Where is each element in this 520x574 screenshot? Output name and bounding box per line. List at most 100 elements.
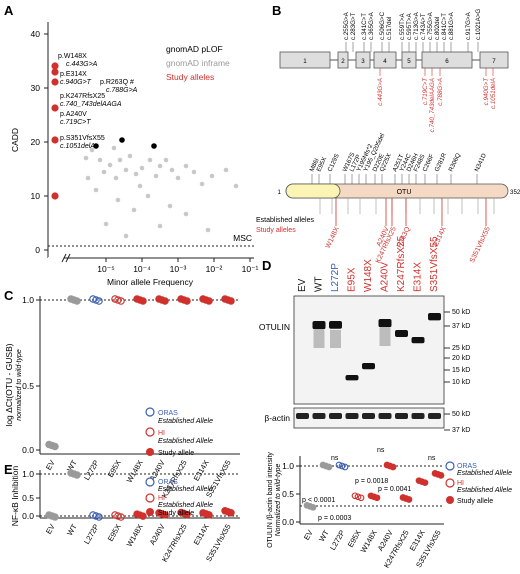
point-w148x [139, 297, 147, 305]
point-ev [51, 513, 59, 521]
otulin-band-e314x [411, 337, 425, 344]
point-e95x [354, 493, 362, 501]
point-k247rfsx25 [183, 297, 191, 305]
b-prot-15: R306Q [447, 152, 462, 173]
c-ylabel2: normalized to wild-type [16, 349, 23, 421]
actin-band-e95x [345, 413, 359, 419]
point-e95x [351, 492, 359, 500]
otulin-band-a240v [378, 319, 392, 328]
c-legend-hi: HI [158, 430, 165, 437]
b-exon-4: 4 [383, 58, 387, 65]
point-a240v [161, 511, 169, 519]
b-cdna-5: c.517del [386, 17, 393, 40]
f-stat-l272p: ns [331, 455, 339, 462]
f-stat-a240v: ns [377, 447, 385, 454]
a-label-r263q: p.R263Q # [100, 79, 134, 86]
lane-label-w148x: W148X [363, 259, 374, 292]
a-study-points [51, 62, 59, 200]
b-protein-nterm [285, 183, 341, 199]
b-prot-red-0: W148X [325, 226, 341, 250]
c-ytick-05: 0.5 [22, 381, 34, 391]
b-cdna-3: c.365G>A [368, 11, 375, 40]
f-stat-w148x: p = 0.0018 [355, 478, 388, 485]
b-cdna-15: c.1021A>G [475, 9, 482, 40]
a-xtick-4: 10⁻⁴ [133, 264, 151, 274]
b-cdna-11: c.802del [434, 17, 441, 40]
tick-label-e95x: E95X [106, 459, 123, 479]
otulin-smear [313, 330, 325, 348]
tick-label-e314x: E314X [192, 523, 211, 547]
actin-band-w148x [362, 413, 375, 419]
point-e95x [357, 494, 365, 502]
tick-label-ev: EV [302, 529, 315, 542]
tick-label-l272p: L272P [82, 523, 101, 546]
tick-label-wt: WT [317, 528, 331, 543]
b-cdna-6: c.559T>A [399, 12, 406, 40]
lane-label-s351vfsx55: S351VfsX55 [429, 236, 440, 292]
panel-d-western: EV WT L272P E95X W148X A240V K247RfsX25 E314X S3… [259, 235, 470, 434]
tick-label-e95x: E95X [106, 523, 123, 543]
otulin-smear [379, 328, 391, 346]
point-e314x [421, 479, 429, 487]
panel-label-d: D [262, 258, 271, 273]
otulin-band-wt [312, 321, 326, 330]
b-cdna-red-1: c.719C>T [422, 77, 429, 105]
a-plof-point [151, 143, 157, 149]
f-stat-ev: p < 0.0001 [302, 497, 335, 504]
point-a240v [161, 297, 169, 305]
c-legend-study: Study allele [158, 450, 194, 457]
c-legend-hi-est: Established Allele [158, 438, 213, 445]
b-cdna-top-ticks [345, 42, 479, 52]
actin-band-l272p [329, 413, 342, 419]
f-ytick-05: 0.5 [282, 489, 294, 499]
point-e314x [205, 511, 213, 519]
f-ylabel: OTULIN /β-actin band intensity [267, 452, 274, 548]
b-cdna-2: c.341C>T [361, 13, 368, 40]
b-cdna-9: c.743A>T [420, 13, 427, 40]
f-ytick-1: 1.0 [282, 461, 294, 471]
panel-label-e: E [4, 462, 13, 477]
a-label-w148x-c: c.443G>A [66, 61, 98, 68]
b-cdna-red-0: c.443G>A [377, 78, 384, 106]
actin-band-e314x [411, 413, 425, 419]
f-legend-hi: HI [457, 480, 464, 487]
b-cdna-12: c.841C>T [441, 13, 448, 40]
tick-label-ev: EV [44, 459, 57, 472]
panel-f-quant: 0.0 0.5 1.0 OTULIN /β-actin band intensi… [267, 447, 512, 569]
tick-label-w148x: W148X [125, 459, 145, 485]
a-label-w148x: p.W148X [58, 53, 87, 60]
e-legend-study: Study allele [158, 510, 194, 517]
d-mw-37: 37 kD [452, 323, 470, 330]
otulin-band-l272p [329, 321, 342, 329]
b-cdna-red-2: c.740_743delAAGA [429, 78, 436, 132]
lane-label-e314x: E314X [413, 262, 424, 292]
b-cdna-red-4: c.940G>T [483, 77, 490, 106]
b-cdna-top-labels: c.255G>A c.283G>T c.341C>T c.365G>A c.50… [343, 9, 482, 40]
a-label-s351-c: c.1051delA [60, 143, 95, 150]
d-mw-10: 10 kD [452, 379, 470, 386]
d-mw-37b: 37 kD [452, 427, 470, 434]
a-label-a240v-c: c.719C>T [60, 119, 91, 126]
b-exon-7: 7 [492, 58, 496, 65]
f-legend-hi-est: Established Allele [457, 487, 512, 494]
point-k247rfsx25 [183, 510, 191, 519]
a-label-e314x: p.E314X [60, 71, 87, 78]
d-actin-label: β-actin [264, 413, 290, 423]
otulin-smear [330, 330, 341, 348]
b-cdna-red-3: c.788G>A [437, 78, 444, 106]
a-xtick-3: 10⁻³ [170, 264, 187, 274]
b-start: 1 [278, 189, 282, 196]
a-xtick-5: 10⁻⁵ [97, 264, 114, 274]
e-legend-oras-est: Established Allele [158, 486, 213, 493]
point-l272p [338, 462, 346, 470]
tick-label-ev: EV [44, 523, 57, 536]
b-prot-top-ticks [311, 174, 478, 184]
otulin-band-e95x [345, 375, 359, 381]
c-ylabel: log ΔCt(OTU - GUSB) [4, 343, 14, 426]
a-label-r263q-c: c.788G>A [106, 87, 138, 94]
a-plof-point [93, 143, 99, 149]
a-ytick-10: 10 [31, 191, 41, 201]
actin-band-ev [296, 413, 309, 419]
c-ytick-1: 1.0 [22, 295, 34, 305]
panel-label-b: B [272, 3, 281, 18]
